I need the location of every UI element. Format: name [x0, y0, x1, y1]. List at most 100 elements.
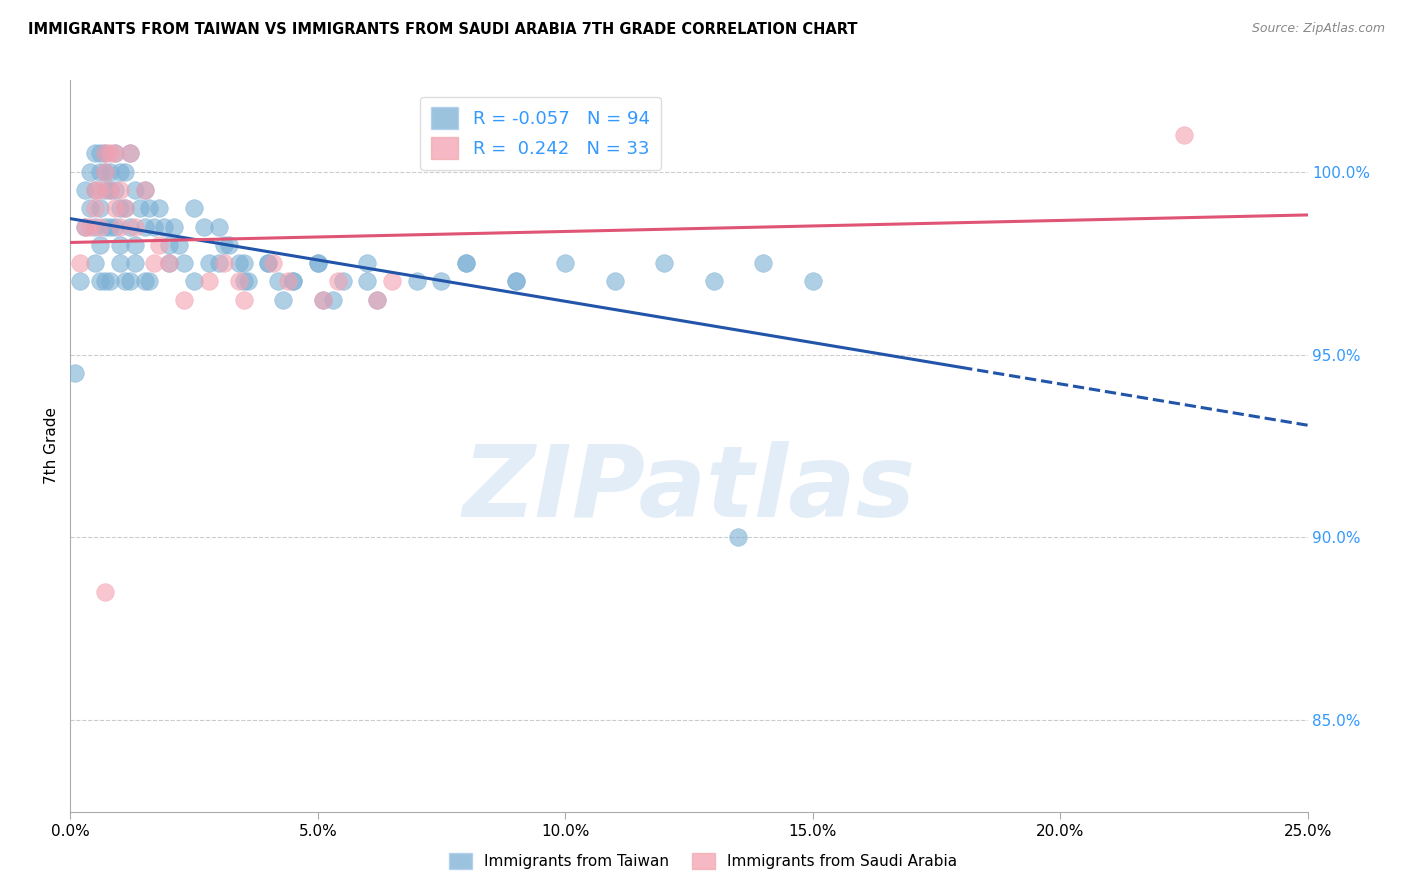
- Point: [79, 219, 101, 234]
- Point: [134, 183, 156, 197]
- Point: [143, 219, 166, 234]
- Legend: Immigrants from Taiwan, Immigrants from Saudi Arabia: Immigrants from Taiwan, Immigrants from …: [443, 847, 963, 875]
- Point: [84, 146, 107, 161]
- Legend: R = -0.057   N = 94, R =  0.242   N = 33: R = -0.057 N = 94, R = 0.242 N = 33: [420, 96, 661, 169]
- Point: [603, 274, 626, 288]
- Point: [104, 183, 127, 197]
- Point: [198, 274, 221, 288]
- Point: [124, 183, 146, 197]
- Point: [75, 219, 97, 234]
- Point: [752, 256, 775, 270]
- Point: [157, 256, 180, 270]
- Point: [84, 183, 107, 197]
- Point: [84, 219, 107, 234]
- Point: [65, 366, 87, 380]
- Point: [108, 219, 131, 234]
- Point: [727, 530, 749, 544]
- Point: [124, 237, 146, 252]
- Point: [94, 585, 117, 599]
- Point: [79, 164, 101, 178]
- Point: [134, 274, 156, 288]
- Point: [94, 274, 117, 288]
- Point: [138, 274, 160, 288]
- Point: [114, 274, 136, 288]
- Text: IMMIGRANTS FROM TAIWAN VS IMMIGRANTS FROM SAUDI ARABIA 7TH GRADE CORRELATION CHA: IMMIGRANTS FROM TAIWAN VS IMMIGRANTS FRO…: [28, 22, 858, 37]
- Point: [157, 256, 180, 270]
- Point: [114, 164, 136, 178]
- Point: [456, 256, 478, 270]
- Point: [281, 274, 304, 288]
- Point: [89, 164, 111, 178]
- Point: [124, 256, 146, 270]
- Point: [94, 146, 117, 161]
- Point: [89, 219, 111, 234]
- Point: [456, 256, 478, 270]
- Point: [163, 219, 186, 234]
- Point: [312, 293, 335, 307]
- Point: [94, 219, 117, 234]
- Point: [98, 274, 121, 288]
- Point: [118, 146, 141, 161]
- Point: [356, 274, 378, 288]
- Point: [307, 256, 329, 270]
- Point: [208, 256, 231, 270]
- Point: [98, 183, 121, 197]
- Point: [153, 219, 176, 234]
- Point: [366, 293, 388, 307]
- Point: [157, 237, 180, 252]
- Point: [173, 256, 195, 270]
- Point: [94, 146, 117, 161]
- Point: [326, 274, 349, 288]
- Text: Source: ZipAtlas.com: Source: ZipAtlas.com: [1251, 22, 1385, 36]
- Point: [89, 183, 111, 197]
- Point: [257, 256, 280, 270]
- Point: [108, 183, 131, 197]
- Point: [267, 274, 290, 288]
- Point: [312, 293, 335, 307]
- Point: [98, 164, 121, 178]
- Point: [69, 274, 91, 288]
- Point: [79, 201, 101, 215]
- Point: [505, 274, 527, 288]
- Point: [89, 146, 111, 161]
- Point: [124, 219, 146, 234]
- Point: [262, 256, 284, 270]
- Point: [84, 201, 107, 215]
- Point: [98, 219, 121, 234]
- Point: [143, 256, 166, 270]
- Point: [277, 274, 299, 288]
- Point: [94, 183, 117, 197]
- Point: [228, 256, 250, 270]
- Text: ZIPatlas: ZIPatlas: [463, 442, 915, 539]
- Y-axis label: 7th Grade: 7th Grade: [44, 408, 59, 484]
- Point: [69, 256, 91, 270]
- Point: [108, 201, 131, 215]
- Point: [183, 274, 205, 288]
- Point: [148, 201, 170, 215]
- Point: [84, 256, 107, 270]
- Point: [94, 164, 117, 178]
- Point: [98, 146, 121, 161]
- Point: [108, 164, 131, 178]
- Point: [218, 237, 240, 252]
- Point: [108, 256, 131, 270]
- Point: [703, 274, 725, 288]
- Point: [89, 201, 111, 215]
- Point: [98, 183, 121, 197]
- Point: [118, 146, 141, 161]
- Point: [148, 237, 170, 252]
- Point: [75, 219, 97, 234]
- Point: [232, 274, 254, 288]
- Point: [232, 293, 254, 307]
- Point: [322, 293, 344, 307]
- Point: [281, 274, 304, 288]
- Point: [271, 293, 294, 307]
- Point: [208, 219, 231, 234]
- Point: [554, 256, 576, 270]
- Point: [183, 201, 205, 215]
- Point: [114, 201, 136, 215]
- Point: [118, 274, 141, 288]
- Point: [257, 256, 280, 270]
- Point: [104, 201, 127, 215]
- Point: [104, 146, 127, 161]
